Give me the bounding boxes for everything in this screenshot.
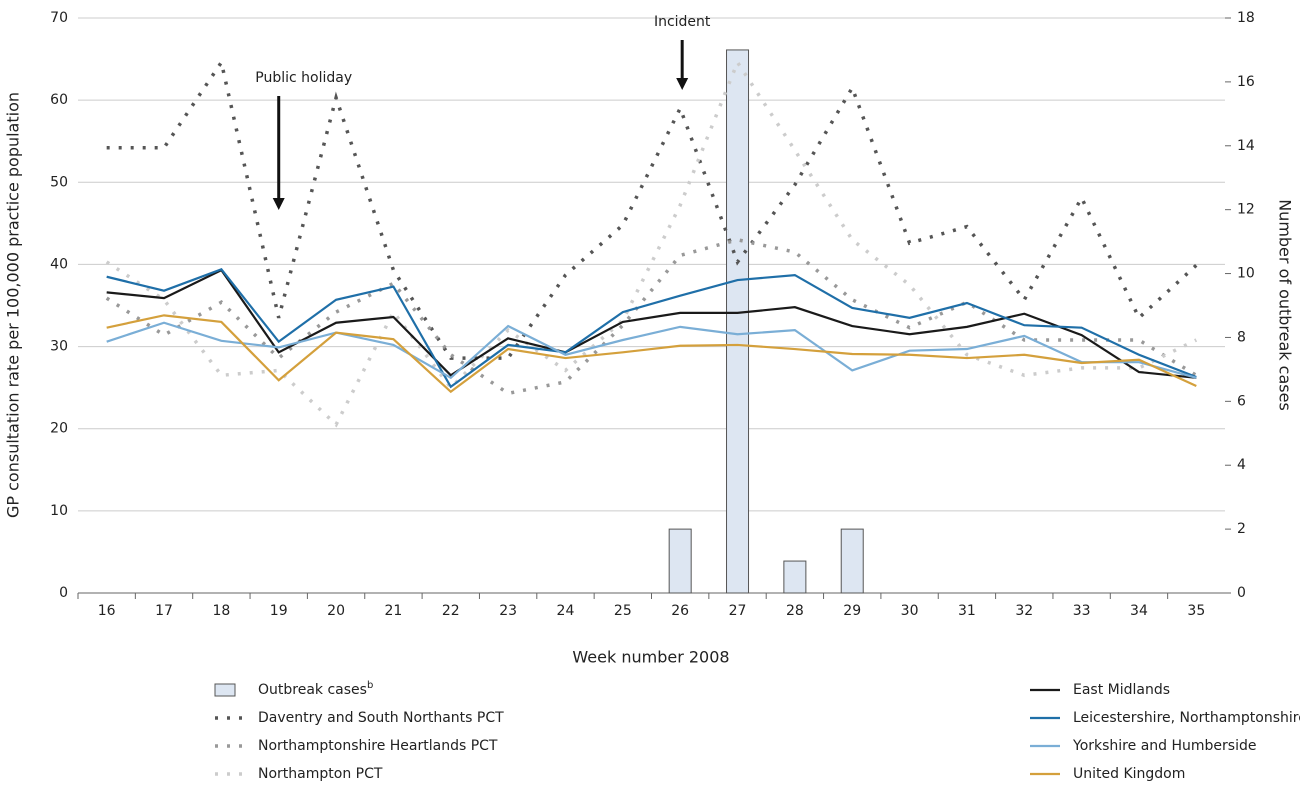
line-series xyxy=(106,321,1197,380)
line-series xyxy=(106,314,1197,394)
x-tick-label: 16 xyxy=(98,603,116,619)
annotation: Incident xyxy=(654,14,711,30)
x-tick-label: 25 xyxy=(614,603,632,619)
x-tick-label: 35 xyxy=(1187,603,1205,619)
y2-tick-label: 14 xyxy=(1237,138,1255,154)
annotation: Public holiday xyxy=(255,70,352,86)
legend-text: East Midlands xyxy=(1073,682,1170,698)
y-tick-label: 0 xyxy=(59,585,68,601)
x-tick-label: 24 xyxy=(557,603,575,619)
x-tick-label: 18 xyxy=(212,603,230,619)
annotation-arrowhead xyxy=(272,198,285,210)
legend-label: Outbreak casesb xyxy=(258,680,373,698)
y2-tick-label: 10 xyxy=(1237,266,1255,282)
x-tick-label: 20 xyxy=(327,603,345,619)
legend-label: East Midlands xyxy=(1073,682,1170,698)
x-tick-label: 22 xyxy=(442,603,460,619)
legend-text: Leicestershire, Northamptonshire and Rut… xyxy=(1073,710,1300,726)
legend-label: Yorkshire and Humberside xyxy=(1072,738,1256,754)
y2-tick-label: 8 xyxy=(1237,329,1246,345)
x-tick-label: 32 xyxy=(1015,603,1033,619)
x-tick-label: 21 xyxy=(385,603,403,619)
y2-tick-label: 16 xyxy=(1237,74,1255,90)
x-tick-label: 34 xyxy=(1130,603,1148,619)
x-tick-label: 17 xyxy=(155,603,173,619)
bar xyxy=(726,49,750,594)
y2-tick-label: 4 xyxy=(1237,457,1246,473)
x-tick-label: 23 xyxy=(499,603,517,619)
x-tick-label: 28 xyxy=(786,603,804,619)
x-tick-label: 26 xyxy=(671,603,689,619)
bar xyxy=(783,560,807,594)
y-tick-label: 50 xyxy=(50,174,68,190)
legend-label: Northampton PCT xyxy=(258,766,383,782)
legend-text: Outbreak cases xyxy=(258,682,367,698)
x-tick-label: 30 xyxy=(901,603,919,619)
line-series xyxy=(106,268,1197,379)
y2-tick-label: 0 xyxy=(1237,585,1246,601)
y2-tick-label: 6 xyxy=(1237,393,1246,409)
annotation-arrowhead xyxy=(676,78,689,90)
y-tick-label: 30 xyxy=(50,339,68,355)
y-tick-label: 20 xyxy=(50,421,68,437)
y-tick-label: 10 xyxy=(50,503,68,519)
y-tick-label: 40 xyxy=(50,256,68,272)
x-tick-label: 19 xyxy=(270,603,288,619)
line-series xyxy=(105,237,1198,396)
y-axis-label: GP consultation rate per 100,000 practic… xyxy=(4,92,23,518)
legend-text: United Kingdom xyxy=(1073,766,1185,782)
y-tick-label: 60 xyxy=(50,92,68,108)
y2-axis-label: Number of outbreak cases xyxy=(1276,199,1295,411)
bar xyxy=(840,528,864,594)
legend-label: United Kingdom xyxy=(1073,766,1185,782)
line-series xyxy=(106,268,1197,389)
legend-label: Daventry and South Northants PCT xyxy=(258,710,504,726)
x-tick-label: 29 xyxy=(843,603,861,619)
bar xyxy=(668,528,692,594)
line-series xyxy=(106,58,1198,360)
legend-text: Northamptonshire Heartlands PCT xyxy=(258,738,498,754)
y2-tick-label: 2 xyxy=(1237,521,1246,537)
legend-text: Northampton PCT xyxy=(258,766,383,782)
x-tick-label: 31 xyxy=(958,603,976,619)
legend-text: Yorkshire and Humberside xyxy=(1072,738,1256,754)
legend-label: Leicestershire, Northamptonshire and Rut… xyxy=(1073,710,1300,726)
x-axis-label: Week number 2008 xyxy=(572,648,729,667)
x-tick-label: 27 xyxy=(729,603,747,619)
legend-label: Northamptonshire Heartlands PCT xyxy=(258,738,498,754)
y-tick-label: 70 xyxy=(50,10,68,26)
y2-tick-label: 12 xyxy=(1237,202,1255,218)
legend-text: Daventry and South Northants PCT xyxy=(258,710,504,726)
legend-swatch xyxy=(214,683,236,697)
y2-tick-label: 18 xyxy=(1237,10,1255,26)
x-tick-label: 33 xyxy=(1073,603,1091,619)
legend-marker: b xyxy=(367,680,373,691)
